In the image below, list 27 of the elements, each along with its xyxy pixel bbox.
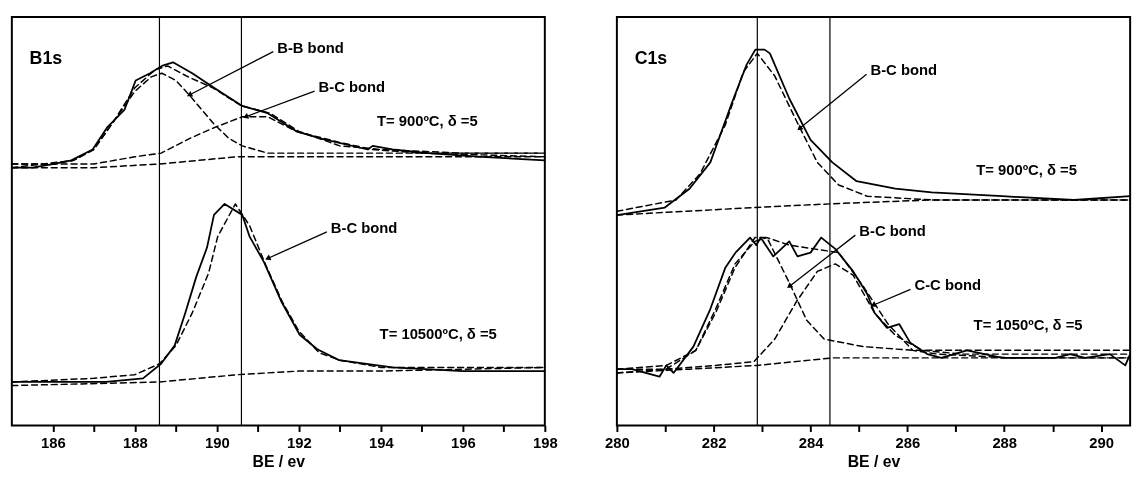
annotation: B-C bond	[870, 62, 938, 79]
x-tick-label: 190	[204, 434, 230, 451]
annotation: B-B bond	[277, 39, 344, 56]
chart-title: B1s	[29, 48, 63, 69]
annotation: C-C bond	[914, 277, 982, 294]
annotation: B-C bond	[318, 79, 386, 96]
x-tick-label: 196	[450, 434, 476, 451]
annotation: T= 10500ºC, δ =5	[379, 326, 497, 343]
x-axis-title: BE / ev	[252, 453, 306, 471]
x-tick-label: 198	[532, 434, 558, 451]
x-tick-label: 290	[1089, 434, 1114, 451]
x-tick-label: 284	[798, 434, 825, 451]
annotation: T= 900ºC, δ =5	[376, 113, 478, 130]
x-tick-label: 286	[895, 434, 921, 451]
x-tick-label: 288	[992, 434, 1018, 451]
chart-title: C1s	[634, 48, 668, 69]
x-tick-label: 194	[368, 434, 395, 451]
annotation: B-C bond	[859, 223, 926, 240]
x-tick-label: 188	[122, 434, 148, 451]
annotation: B-C bond	[330, 219, 398, 236]
x-tick-label: 186	[40, 434, 66, 451]
annotation: T= 1050ºC, δ =5	[973, 316, 1083, 333]
annotation: T= 900ºC, δ =5	[976, 161, 1077, 178]
x-axis-title: BE / ev	[847, 453, 901, 471]
x-tick-label: 282	[701, 434, 727, 451]
x-tick-label: 280	[605, 434, 630, 451]
x-tick-label: 192	[286, 434, 312, 451]
